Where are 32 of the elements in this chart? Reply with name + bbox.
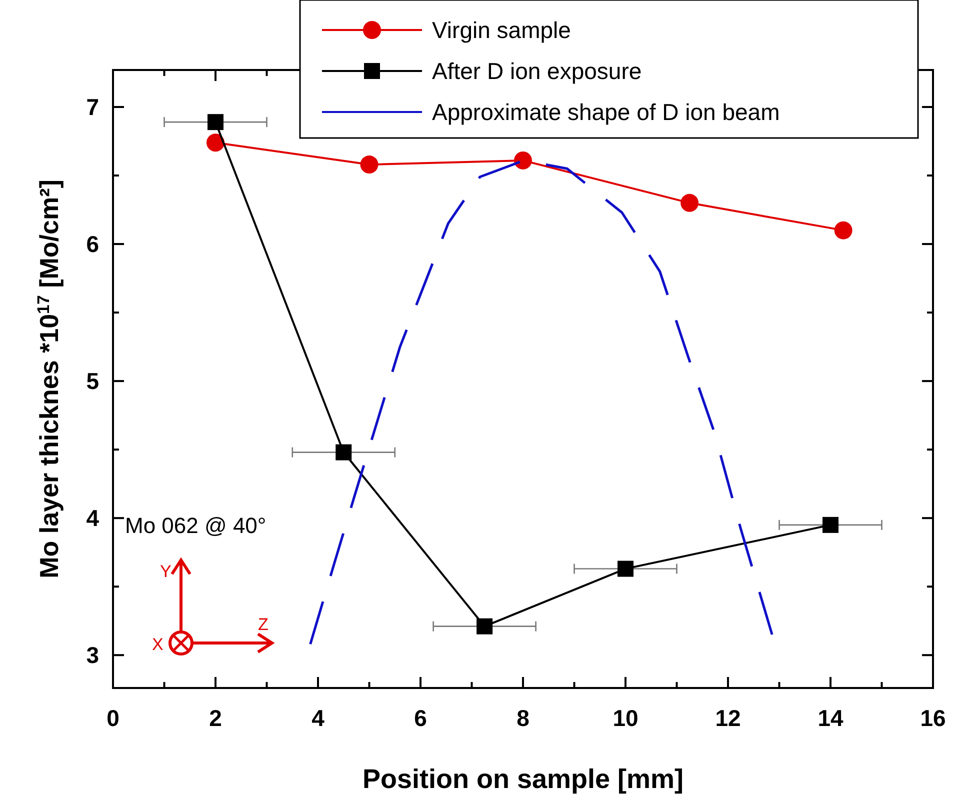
y-tick-label: 6 [86, 231, 99, 258]
x-tick-label: 14 [818, 705, 844, 731]
point [208, 114, 224, 130]
point [618, 560, 634, 577]
x-tick-label: 16 [920, 705, 946, 731]
x-tick-label: 0 [106, 705, 120, 731]
legend-label: After D ion exposure [432, 58, 642, 84]
x-tick-label: 2 [209, 705, 222, 731]
point [680, 194, 699, 212]
point [834, 221, 852, 240]
annotation: Mo 062 @ 40° [125, 513, 266, 538]
y-tick-label: 4 [86, 505, 100, 532]
legend-label: Virgin sample [432, 17, 571, 43]
point [514, 151, 532, 170]
point [336, 444, 352, 460]
x-tick-label: 4 [312, 705, 325, 731]
legend-label: Approximate shape of D ion beam [432, 99, 780, 125]
annotation: Y [160, 562, 172, 581]
y-tick-label: 3 [86, 642, 99, 668]
x-tick-label: 6 [414, 705, 427, 731]
point [822, 516, 838, 533]
annotation: Z [258, 615, 268, 634]
annotation: X [152, 635, 164, 654]
point [360, 156, 378, 174]
x-tick-label: 10 [612, 705, 638, 731]
x-tick-label: 8 [516, 705, 530, 731]
y-tick-label: 7 [86, 94, 99, 120]
y-tick-label: 5 [86, 368, 100, 394]
x-axis-title: Position on sample [mm] [362, 764, 684, 794]
point [206, 134, 224, 152]
point [476, 618, 493, 634]
x-tick-label: 12 [715, 705, 741, 731]
